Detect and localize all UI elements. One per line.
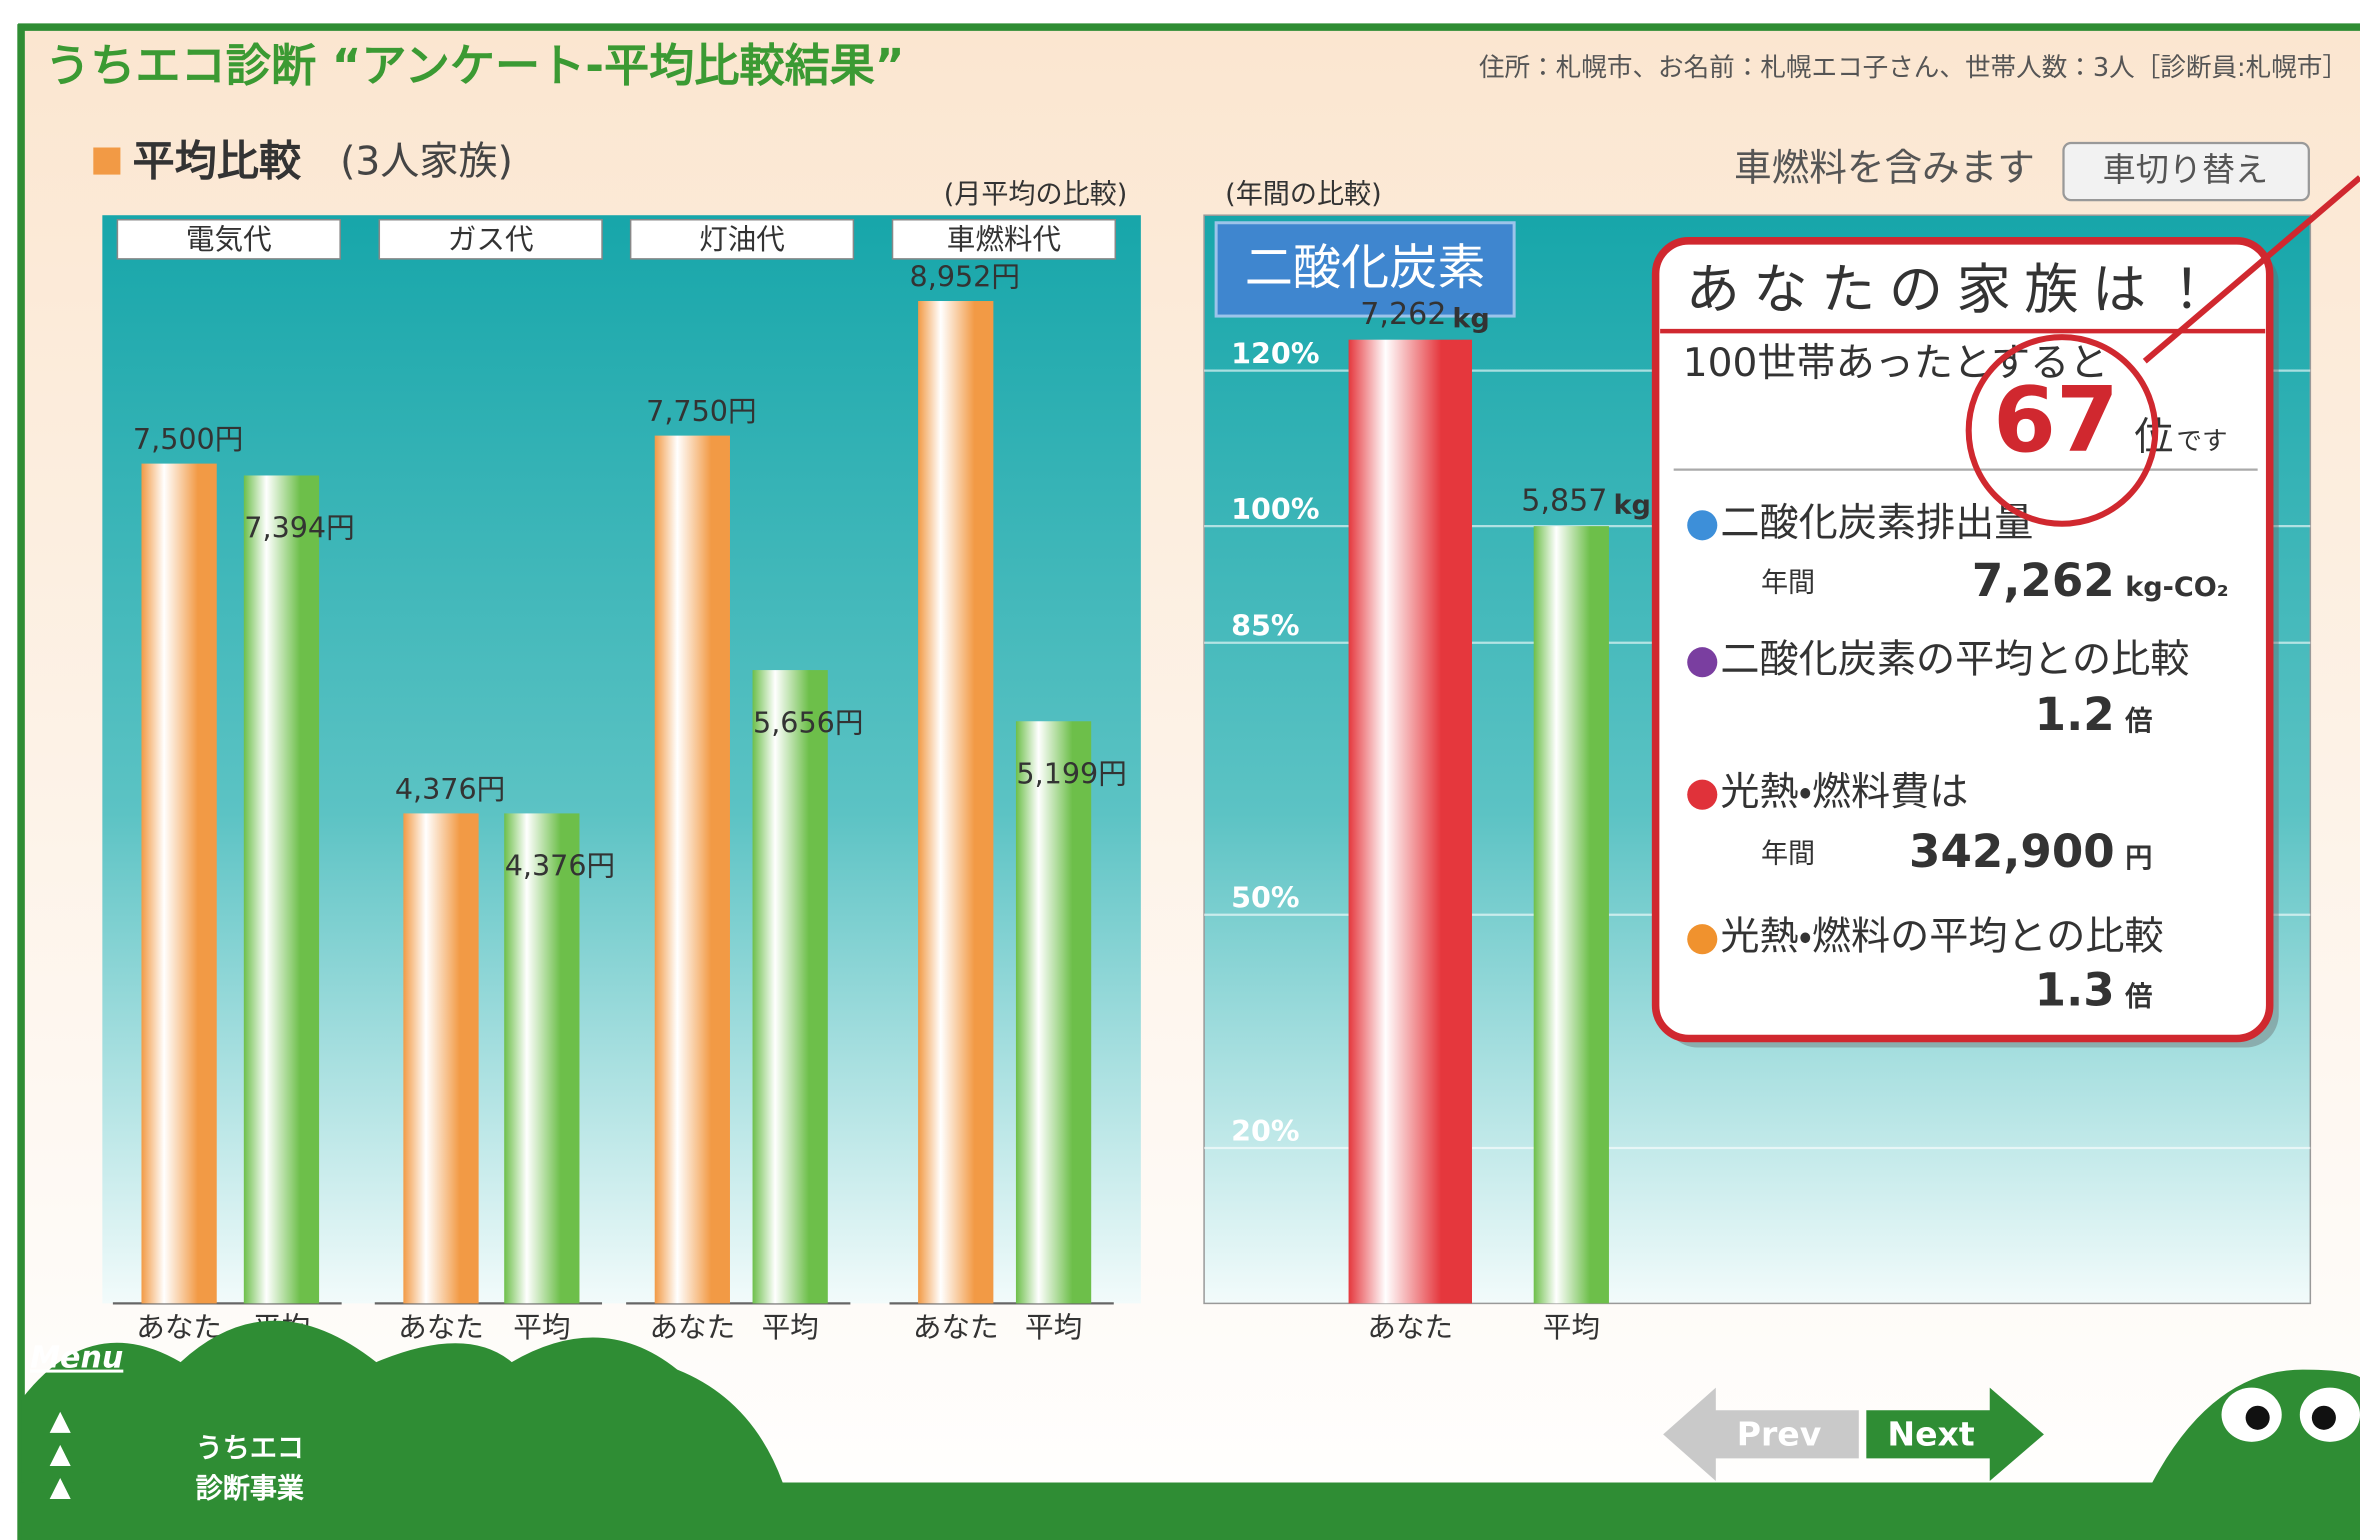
y-tick-label: 100% [1231, 492, 1319, 526]
rank-tail: です [2176, 426, 2227, 456]
screen: うちエコ診断 “アンケート-平均比較結果” 住所：札幌市、お名前：札幌エコ子さん… [0, 0, 2360, 1540]
toggle-button-label[interactable]: 車切り替え [2103, 150, 2269, 189]
bar-value-label: 7,750円 [646, 394, 756, 428]
bar-value-label: 7,262 [1360, 297, 1446, 332]
item-label: 二酸化炭素排出量 [1720, 501, 2033, 546]
monthly-caption: (月平均の比較) [944, 179, 1128, 210]
category-label: あなた [1367, 1310, 1453, 1344]
bullet [1687, 510, 1717, 540]
footer-band [21, 1483, 2360, 1540]
series-label: 平均 [513, 1310, 570, 1344]
frog-pupil [2246, 1406, 2270, 1430]
bar-value-label: 5,656円 [753, 705, 863, 739]
item-label: 光熱・燃料の平均との比較 [1720, 915, 2163, 960]
y-tick-label: 20% [1231, 1114, 1299, 1148]
bullet [1687, 780, 1717, 810]
category-label: 電気代 [186, 222, 272, 256]
category-label: 灯油代 [699, 222, 785, 256]
section-marker [93, 147, 120, 174]
bar [504, 813, 579, 1303]
section-title: 平均比較 [132, 137, 301, 186]
item-unit: 円 [2125, 843, 2152, 874]
y-tick-label: 50% [1231, 881, 1299, 915]
prev-label[interactable]: Prev [1737, 1414, 1822, 1453]
app-title: うちエコ診断 “アンケート-平均比較結果” [45, 39, 904, 92]
bar [1349, 340, 1472, 1304]
menu[interactable]: Menu [30, 1341, 123, 1376]
bar [244, 475, 319, 1303]
bar-value-label: 8,952円 [910, 259, 1020, 293]
series-label: あなた [649, 1310, 735, 1344]
series-label: 平均 [762, 1310, 819, 1344]
series-label: あなた [136, 1310, 222, 1344]
next-label[interactable]: Next [1887, 1414, 1975, 1453]
bar [1016, 721, 1091, 1303]
item-value: 1.3 [2035, 963, 2115, 1016]
item-label: 光熱・燃料費は [1720, 770, 1968, 815]
badge-label: 二酸化炭素 [1245, 240, 1486, 296]
user-info: 住所：札幌市、お名前：札幌エコ子さん、世帯人数：3人［診断員:札幌市］ [1479, 53, 2348, 83]
bar-value-label: 7,500円 [133, 422, 243, 456]
bar-value-label: 5,199円 [1016, 756, 1126, 790]
bar-value-label: 7,394円 [244, 511, 354, 545]
bar [753, 670, 828, 1303]
item-label: 二酸化炭素の平均との比較 [1720, 638, 2189, 683]
y-tick-label: 120% [1231, 337, 1319, 371]
bar-value-label: 5,857 [1521, 484, 1607, 519]
item-unit: 倍 [2124, 706, 2152, 737]
item-period: 年間 [1761, 838, 1815, 869]
frog-pupil [2312, 1406, 2336, 1430]
series-label: 平均 [1025, 1310, 1082, 1344]
y-tick-label: 85% [1231, 609, 1299, 643]
rank: 67 [1993, 368, 2119, 473]
page: うちエコ診断 “アンケート-平均比較結果” 住所：札幌市、お名前：札幌エコ子さん… [0, 0, 2360, 1540]
category-label: 車燃料代 [947, 222, 1061, 256]
series-label: あなた [913, 1310, 999, 1344]
item-value: 1.2 [2035, 688, 2115, 741]
item-unit: 倍 [2124, 981, 2152, 1012]
bullet [1687, 924, 1717, 954]
bullet [1687, 647, 1717, 677]
bar [918, 301, 993, 1303]
bar-value-unit: kg [1613, 490, 1650, 521]
category-label: ガス代 [448, 222, 534, 256]
item-period: 年間 [1761, 567, 1815, 598]
category-label: 平均 [1543, 1310, 1600, 1344]
program-line: うちエコ [196, 1433, 304, 1464]
fuel-note: 車燃料を含みます [1734, 146, 2035, 190]
bar [655, 436, 730, 1304]
bar-value-label: 4,376円 [395, 772, 505, 806]
item-value: 342,900 [1909, 825, 2115, 878]
annual-caption: (年間の比較) [1225, 179, 1382, 210]
bar-value-unit: kg [1452, 304, 1489, 335]
result-title: あなたの家族は！ [1686, 258, 2228, 321]
item-value: 7,262 [1972, 554, 2115, 607]
bar [141, 464, 216, 1304]
series-label: あなた [398, 1310, 484, 1344]
household: (3人家族) [340, 140, 513, 185]
item-unit: kg-CO₂ [2125, 572, 2228, 603]
program-line: 診断事業 [196, 1474, 305, 1505]
bar-value-label: 4,376円 [505, 849, 615, 883]
bar [1534, 526, 1609, 1303]
bar [403, 813, 478, 1303]
